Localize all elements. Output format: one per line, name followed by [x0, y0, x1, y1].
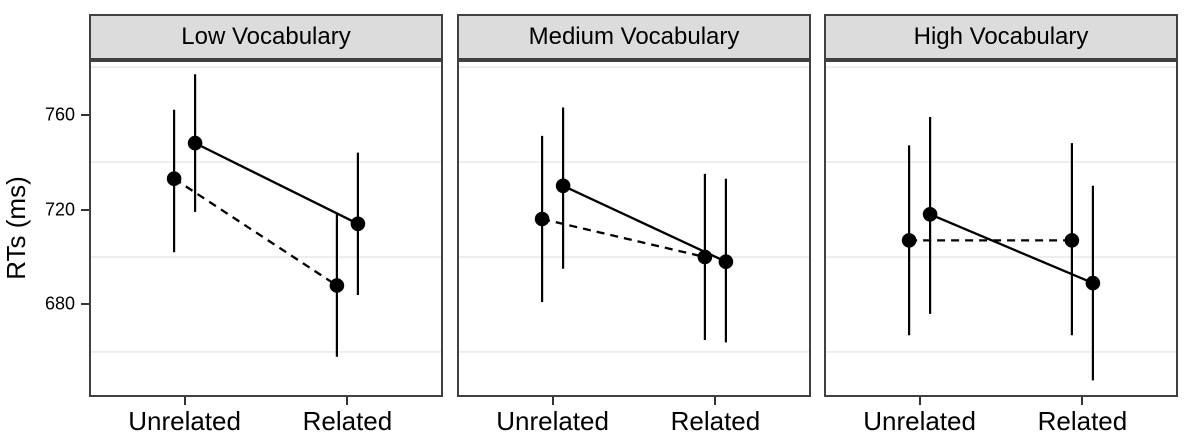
- y-tick-mark: [81, 208, 89, 211]
- y-tick-label: 720: [44, 199, 75, 219]
- data-point: [187, 135, 203, 151]
- data-point: [1085, 275, 1101, 291]
- plot-area: [89, 60, 443, 397]
- x-tick-label: Unrelated: [128, 406, 241, 436]
- y-tick-mark: [81, 303, 89, 306]
- x-axis: Unrelated Related: [89, 397, 443, 443]
- facet-strip-label: Low Vocabulary: [181, 23, 351, 50]
- solid-series-line: [194, 142, 359, 225]
- data-point: [697, 249, 713, 265]
- facet-strip: Low Vocabulary: [89, 14, 443, 60]
- x-tick-label: Related: [302, 406, 393, 436]
- x-tick-mark: [1081, 397, 1084, 405]
- x-tick-mark: [183, 397, 186, 405]
- facet-panel-medium-vocabulary: Medium Vocabulary Unrelated Related: [457, 14, 811, 443]
- panel-border: [457, 60, 811, 397]
- x-tick-mark: [551, 397, 554, 405]
- data-point: [901, 233, 917, 248]
- facet-panel-low-vocabulary: Low Vocabulary Unrelated Related: [89, 14, 443, 443]
- data-point: [166, 171, 182, 186]
- facet-strip-label: Medium Vocabulary: [528, 23, 740, 50]
- x-tick-label: Unrelated: [496, 406, 609, 436]
- x-axis: Unrelated Related: [457, 397, 811, 443]
- x-tick-label: Related: [670, 406, 761, 436]
- x-tick-label: Unrelated: [863, 406, 976, 436]
- x-axis: Unrelated Related: [824, 397, 1178, 443]
- y-tick-mark: [81, 113, 89, 116]
- data-point: [922, 207, 938, 222]
- x-tick-label: Related: [1037, 406, 1128, 436]
- solid-series-line: [562, 184, 727, 263]
- solid-series-line: [929, 213, 1094, 285]
- data-point: [1064, 233, 1080, 248]
- y-tick-label: 760: [44, 104, 75, 125]
- panel-border: [824, 60, 1178, 397]
- data-point: [350, 216, 366, 232]
- facet-strip: Medium Vocabulary: [457, 14, 811, 60]
- x-tick-mark: [714, 397, 717, 405]
- facet-strip-label: High Vocabulary: [913, 23, 1089, 50]
- plot-area: [457, 60, 811, 397]
- panel-border: [89, 60, 443, 397]
- dashed-series-line: [173, 177, 338, 287]
- facet-panel-high-vocabulary: High Vocabulary Unrelated Related: [824, 14, 1178, 443]
- data-point: [555, 178, 571, 194]
- data-point: [329, 278, 345, 293]
- y-axis: 760 720 680: [0, 60, 89, 397]
- data-point: [718, 254, 734, 269]
- data-point: [534, 211, 550, 227]
- x-tick-mark: [918, 397, 921, 405]
- facet-strip: High Vocabulary: [824, 14, 1178, 60]
- dashed-series-line: [541, 217, 706, 259]
- x-tick-mark: [346, 397, 349, 405]
- plot-area: [824, 60, 1178, 397]
- y-tick-label: 680: [44, 293, 75, 314]
